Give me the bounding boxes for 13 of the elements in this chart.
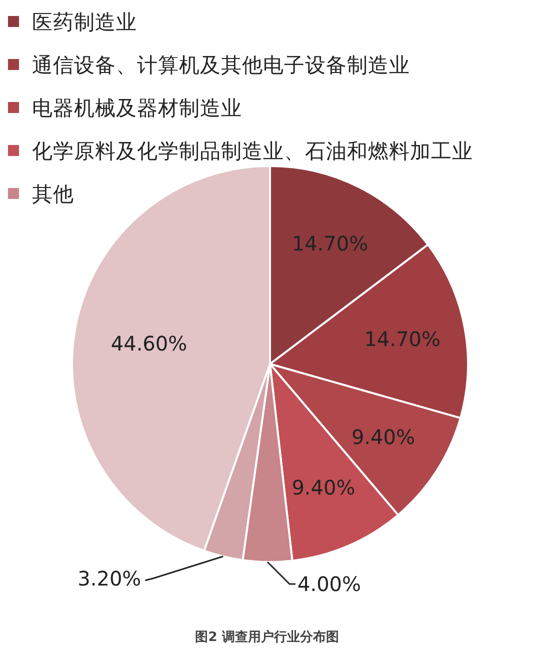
data-label: 44.60% <box>110 331 188 356</box>
legend-label: 化学原料及化学制品制造业、石油和燃料加工业 <box>32 139 473 163</box>
data-label: 4.00% <box>298 572 362 596</box>
data-label: 14.70% <box>292 231 368 256</box>
data-label: 9.40% <box>351 424 415 449</box>
text: 图2 调查用户行业分布图 <box>195 629 339 645</box>
legend-label: 通信设备、计算机及其他电子设备制造业 <box>32 53 410 77</box>
legend-label: 电器机械及器材制造业 <box>32 96 242 120</box>
legend-label: 医药制造业 <box>32 10 137 34</box>
data-label: 9.40% <box>292 476 356 500</box>
data-label: 14.70% <box>364 327 440 352</box>
legend-label: 其他 <box>32 182 74 206</box>
data-label: 3.20% <box>78 566 142 590</box>
